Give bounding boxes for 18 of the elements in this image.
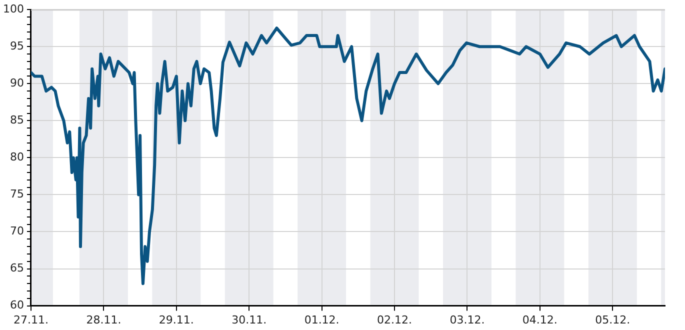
y-tick-label: 80: [10, 150, 24, 164]
y-tick-label: 90: [10, 76, 24, 90]
y-tick-label: 75: [10, 188, 24, 201]
y-tick-label: 85: [10, 114, 24, 127]
x-tick-label: 01.12.: [304, 313, 340, 326]
y-tick-label: 95: [10, 39, 24, 52]
y-tick-label: 100: [2, 2, 24, 16]
x-tick-label: 29.11.: [158, 313, 194, 326]
x-tick-label: 28.11.: [86, 313, 122, 326]
x-tick-label: 27.11.: [13, 313, 48, 326]
x-tick-label: 04.12.: [522, 313, 558, 326]
x-tick-label: 05.12.: [595, 313, 630, 326]
x-tick-label: 30.11.: [232, 313, 267, 326]
y-tick-label: 65: [10, 262, 24, 275]
x-tick-label: 03.12.: [450, 313, 485, 326]
y-tick-label: 70: [10, 224, 24, 238]
x-tick-label: 02.12.: [377, 313, 412, 326]
y-tick-label: 60: [10, 298, 24, 312]
